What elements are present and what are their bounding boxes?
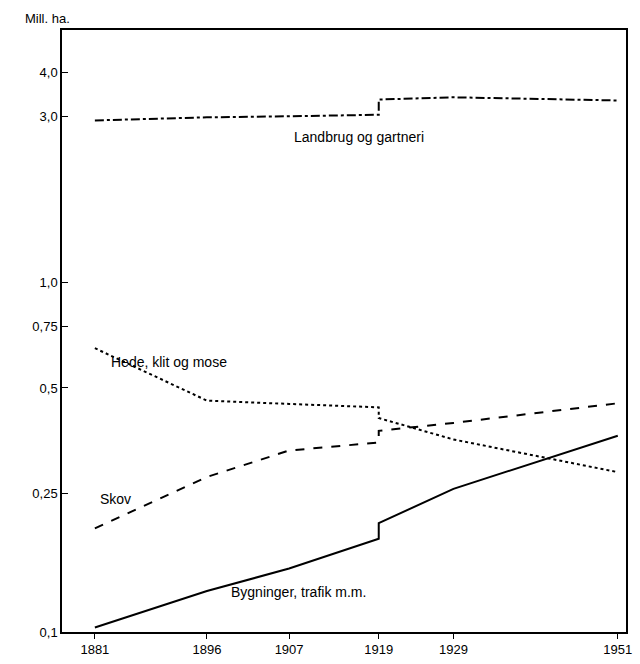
svg-text:Hede, klit og mose: Hede, klit og mose: [111, 354, 227, 370]
svg-text:1,0: 1,0: [40, 275, 58, 290]
svg-text:1881: 1881: [80, 642, 109, 657]
svg-text:4,0: 4,0: [40, 65, 58, 80]
svg-text:1919: 1919: [364, 642, 393, 657]
svg-text:1907: 1907: [275, 642, 304, 657]
svg-text:1896: 1896: [192, 642, 221, 657]
svg-text:0,5: 0,5: [40, 381, 58, 396]
svg-text:0,25: 0,25: [32, 486, 57, 501]
svg-text:Bygninger, trafik m.m.: Bygninger, trafik m.m.: [231, 584, 366, 600]
svg-text:0,75: 0,75: [32, 319, 57, 334]
svg-text:Skov: Skov: [100, 491, 131, 507]
svg-text:1929: 1929: [439, 642, 468, 657]
svg-text:Landbrug og gartneri: Landbrug og gartneri: [294, 129, 424, 145]
svg-text:1951: 1951: [603, 642, 632, 657]
svg-text:Mill. ha.: Mill. ha.: [25, 11, 70, 26]
svg-text:3,0: 3,0: [40, 109, 58, 124]
svg-text:0,1: 0,1: [40, 625, 58, 640]
